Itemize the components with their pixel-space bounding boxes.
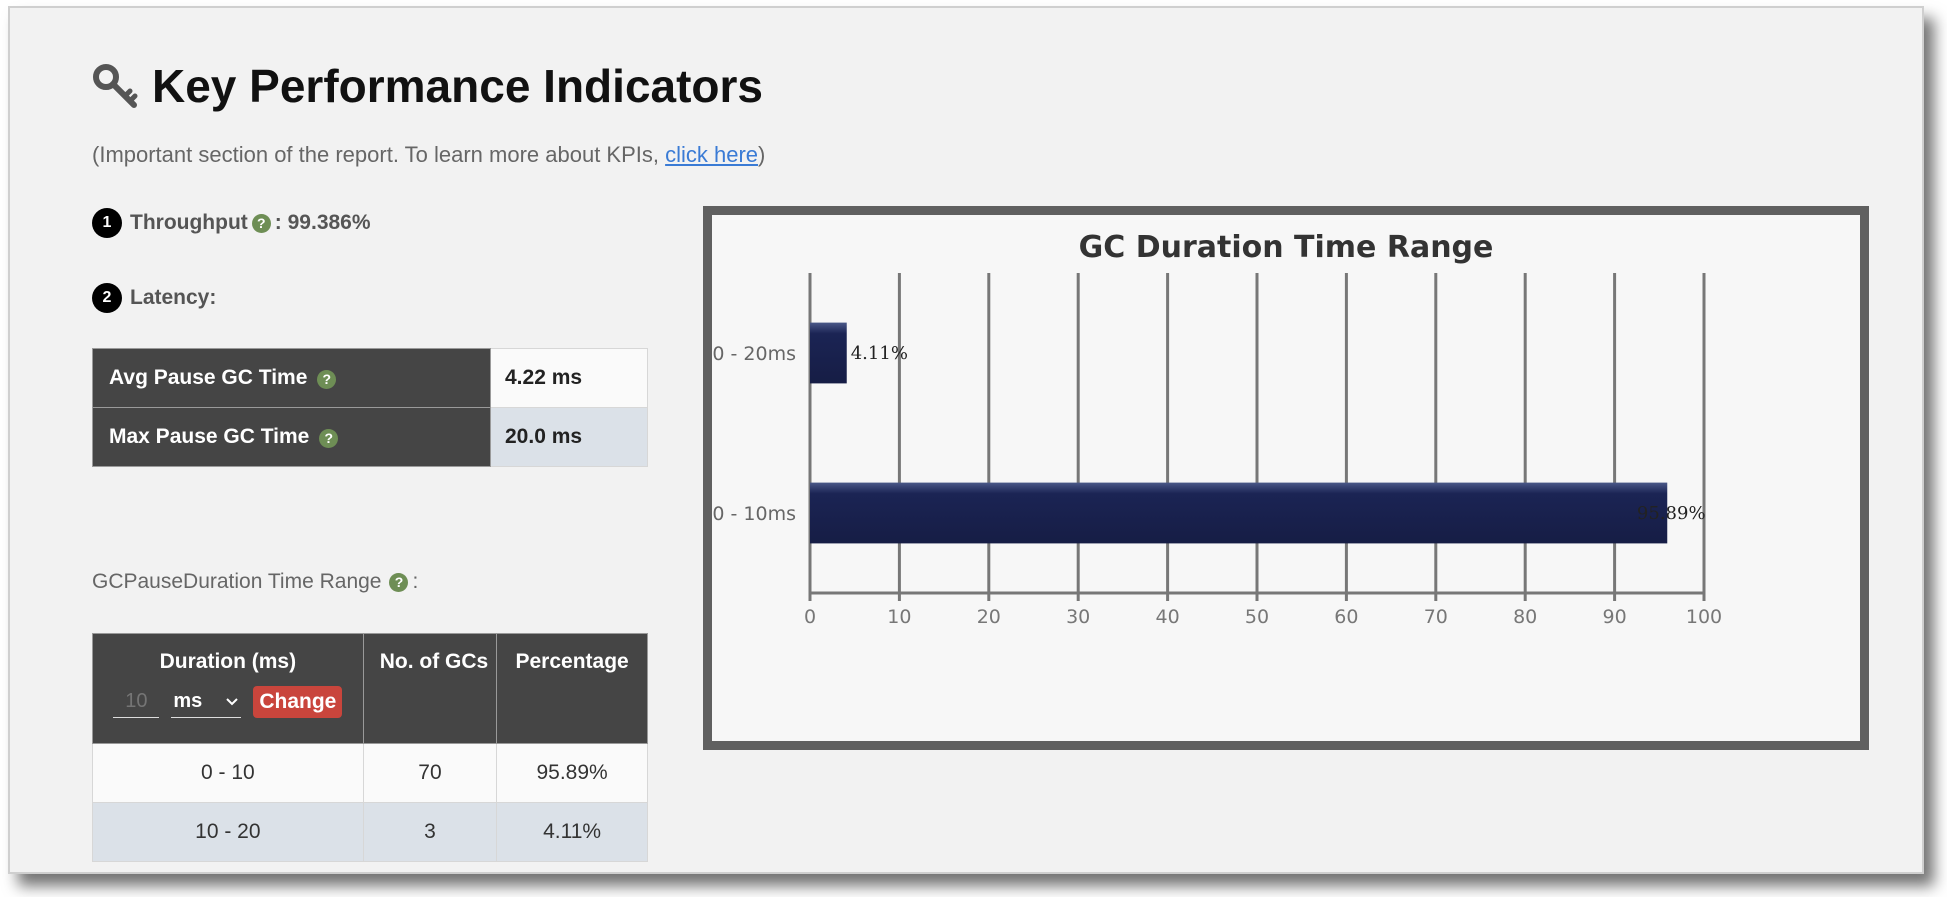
x-tick-label: 60: [1334, 606, 1358, 628]
unit-select-value: ms: [173, 690, 203, 712]
x-tick-label: 0: [804, 606, 816, 628]
table-row: Avg Pause GC Time ? 4.22 ms: [92, 348, 648, 408]
latency-table: Avg Pause GC Time ? 4.22 ms Max Pause GC…: [92, 348, 648, 467]
avg-pause-value: 4.22 ms: [490, 348, 648, 408]
percentage-header: Percentage: [496, 633, 648, 744]
chart-svg: GC Duration Time Range 0 10 20 30 40 50 60 70 80…: [712, 230, 1722, 628]
gc-duration-table: Duration (ms) ms Change No. of GCs Perce…: [92, 633, 648, 862]
percentage-cell: 95.89%: [496, 743, 648, 803]
number-badge-1: 1: [92, 208, 122, 238]
duration-header: Duration (ms) ms Change: [92, 633, 364, 744]
key-icon: [93, 64, 138, 108]
count-cell: 3: [362, 802, 498, 862]
help-icon[interactable]: ?: [251, 213, 271, 233]
bar: [810, 482, 1668, 544]
number-badge-2: 2: [92, 283, 122, 313]
table-header-row: Duration (ms) ms Change No. of GCs Perce…: [92, 633, 648, 744]
subtitle-close: ): [758, 142, 766, 167]
duration-controls: ms Change: [94, 686, 362, 718]
bar: [810, 322, 847, 384]
x-tick-label: 50: [1245, 606, 1269, 628]
throughput-value: : 99.386%: [274, 211, 371, 234]
range-cell: 10 - 20: [92, 802, 364, 862]
chart-title: GC Duration Time Range: [1079, 230, 1494, 265]
table-row: 10 - 20 3 4.11%: [92, 802, 648, 862]
page-title: Key Performance Indicators: [152, 60, 764, 112]
x-tick-label: 80: [1513, 606, 1537, 628]
category-label: 10 - 20ms: [712, 343, 796, 365]
max-pause-label-cell: Max Pause GC Time ?: [92, 407, 491, 467]
table-row: 0 - 10 70 95.89%: [92, 743, 648, 803]
range-label-suffix: :: [412, 570, 419, 593]
x-tick-label: 90: [1603, 606, 1627, 628]
range-cell: 0 - 10: [92, 743, 364, 803]
unit-select[interactable]: ms: [171, 686, 242, 718]
chevron-down-icon: [226, 697, 239, 705]
count-header: No. of GCs: [362, 633, 498, 744]
subtitle: (Important section of the report. To lea…: [92, 142, 765, 168]
grid-layer: [808, 273, 1706, 601]
x-tick-label: 70: [1424, 606, 1448, 628]
help-icon[interactable]: ?: [319, 428, 339, 448]
avg-pause-label: Avg Pause GC Time: [109, 366, 308, 389]
change-button[interactable]: Change: [253, 686, 343, 718]
max-pause-label: Max Pause GC Time: [109, 425, 310, 448]
data-label: 4.11%: [851, 343, 908, 364]
count-cell: 70: [362, 743, 498, 803]
header: Key Performance Indicators: [92, 56, 763, 116]
percentage-cell: 4.11%: [496, 802, 648, 862]
latency-line: 2 Latency:: [92, 283, 216, 313]
latency-label: Latency:: [130, 286, 217, 309]
data-label: 95.89%: [1637, 503, 1706, 524]
x-tick-label: 100: [1686, 606, 1722, 628]
x-tick-label: 10: [887, 606, 911, 628]
throughput-label: Throughput: [130, 211, 248, 234]
label-layer: 0 10 20 30 40 50 60 70 80 90 100 10 - 20ms 4.11% 0 - …: [712, 343, 1722, 628]
category-label: 0 - 10ms: [712, 503, 796, 525]
subtitle-text: (Important section of the report. To lea…: [92, 142, 666, 167]
avg-pause-label-cell: Avg Pause GC Time ?: [92, 348, 491, 408]
help-icon[interactable]: ?: [389, 572, 409, 592]
report-panel: Key Performance Indicators (Important se…: [8, 6, 1924, 874]
duration-header-label: Duration (ms): [159, 650, 297, 673]
range-label-text: GCPauseDuration Time Range: [92, 570, 382, 593]
x-tick-label: 30: [1066, 606, 1090, 628]
x-tick-label: 20: [977, 606, 1001, 628]
table-row: Max Pause GC Time ? 20.0 ms: [92, 407, 648, 467]
duration-interval-input[interactable]: [113, 686, 160, 718]
help-icon[interactable]: ?: [317, 369, 337, 389]
range-section-label: GCPauseDuration Time Range ? :: [92, 570, 418, 594]
x-tick-label: 40: [1156, 606, 1180, 628]
max-pause-value: 20.0 ms: [490, 407, 648, 467]
gc-duration-chart: GC Duration Time Range 0 10 20 30 40 50 60 70 80…: [703, 206, 1869, 750]
bar-layer: [810, 322, 1668, 544]
kpi-help-link[interactable]: click here: [665, 142, 759, 167]
throughput-line: 1 Throughput ? : 99.386%: [92, 208, 371, 238]
